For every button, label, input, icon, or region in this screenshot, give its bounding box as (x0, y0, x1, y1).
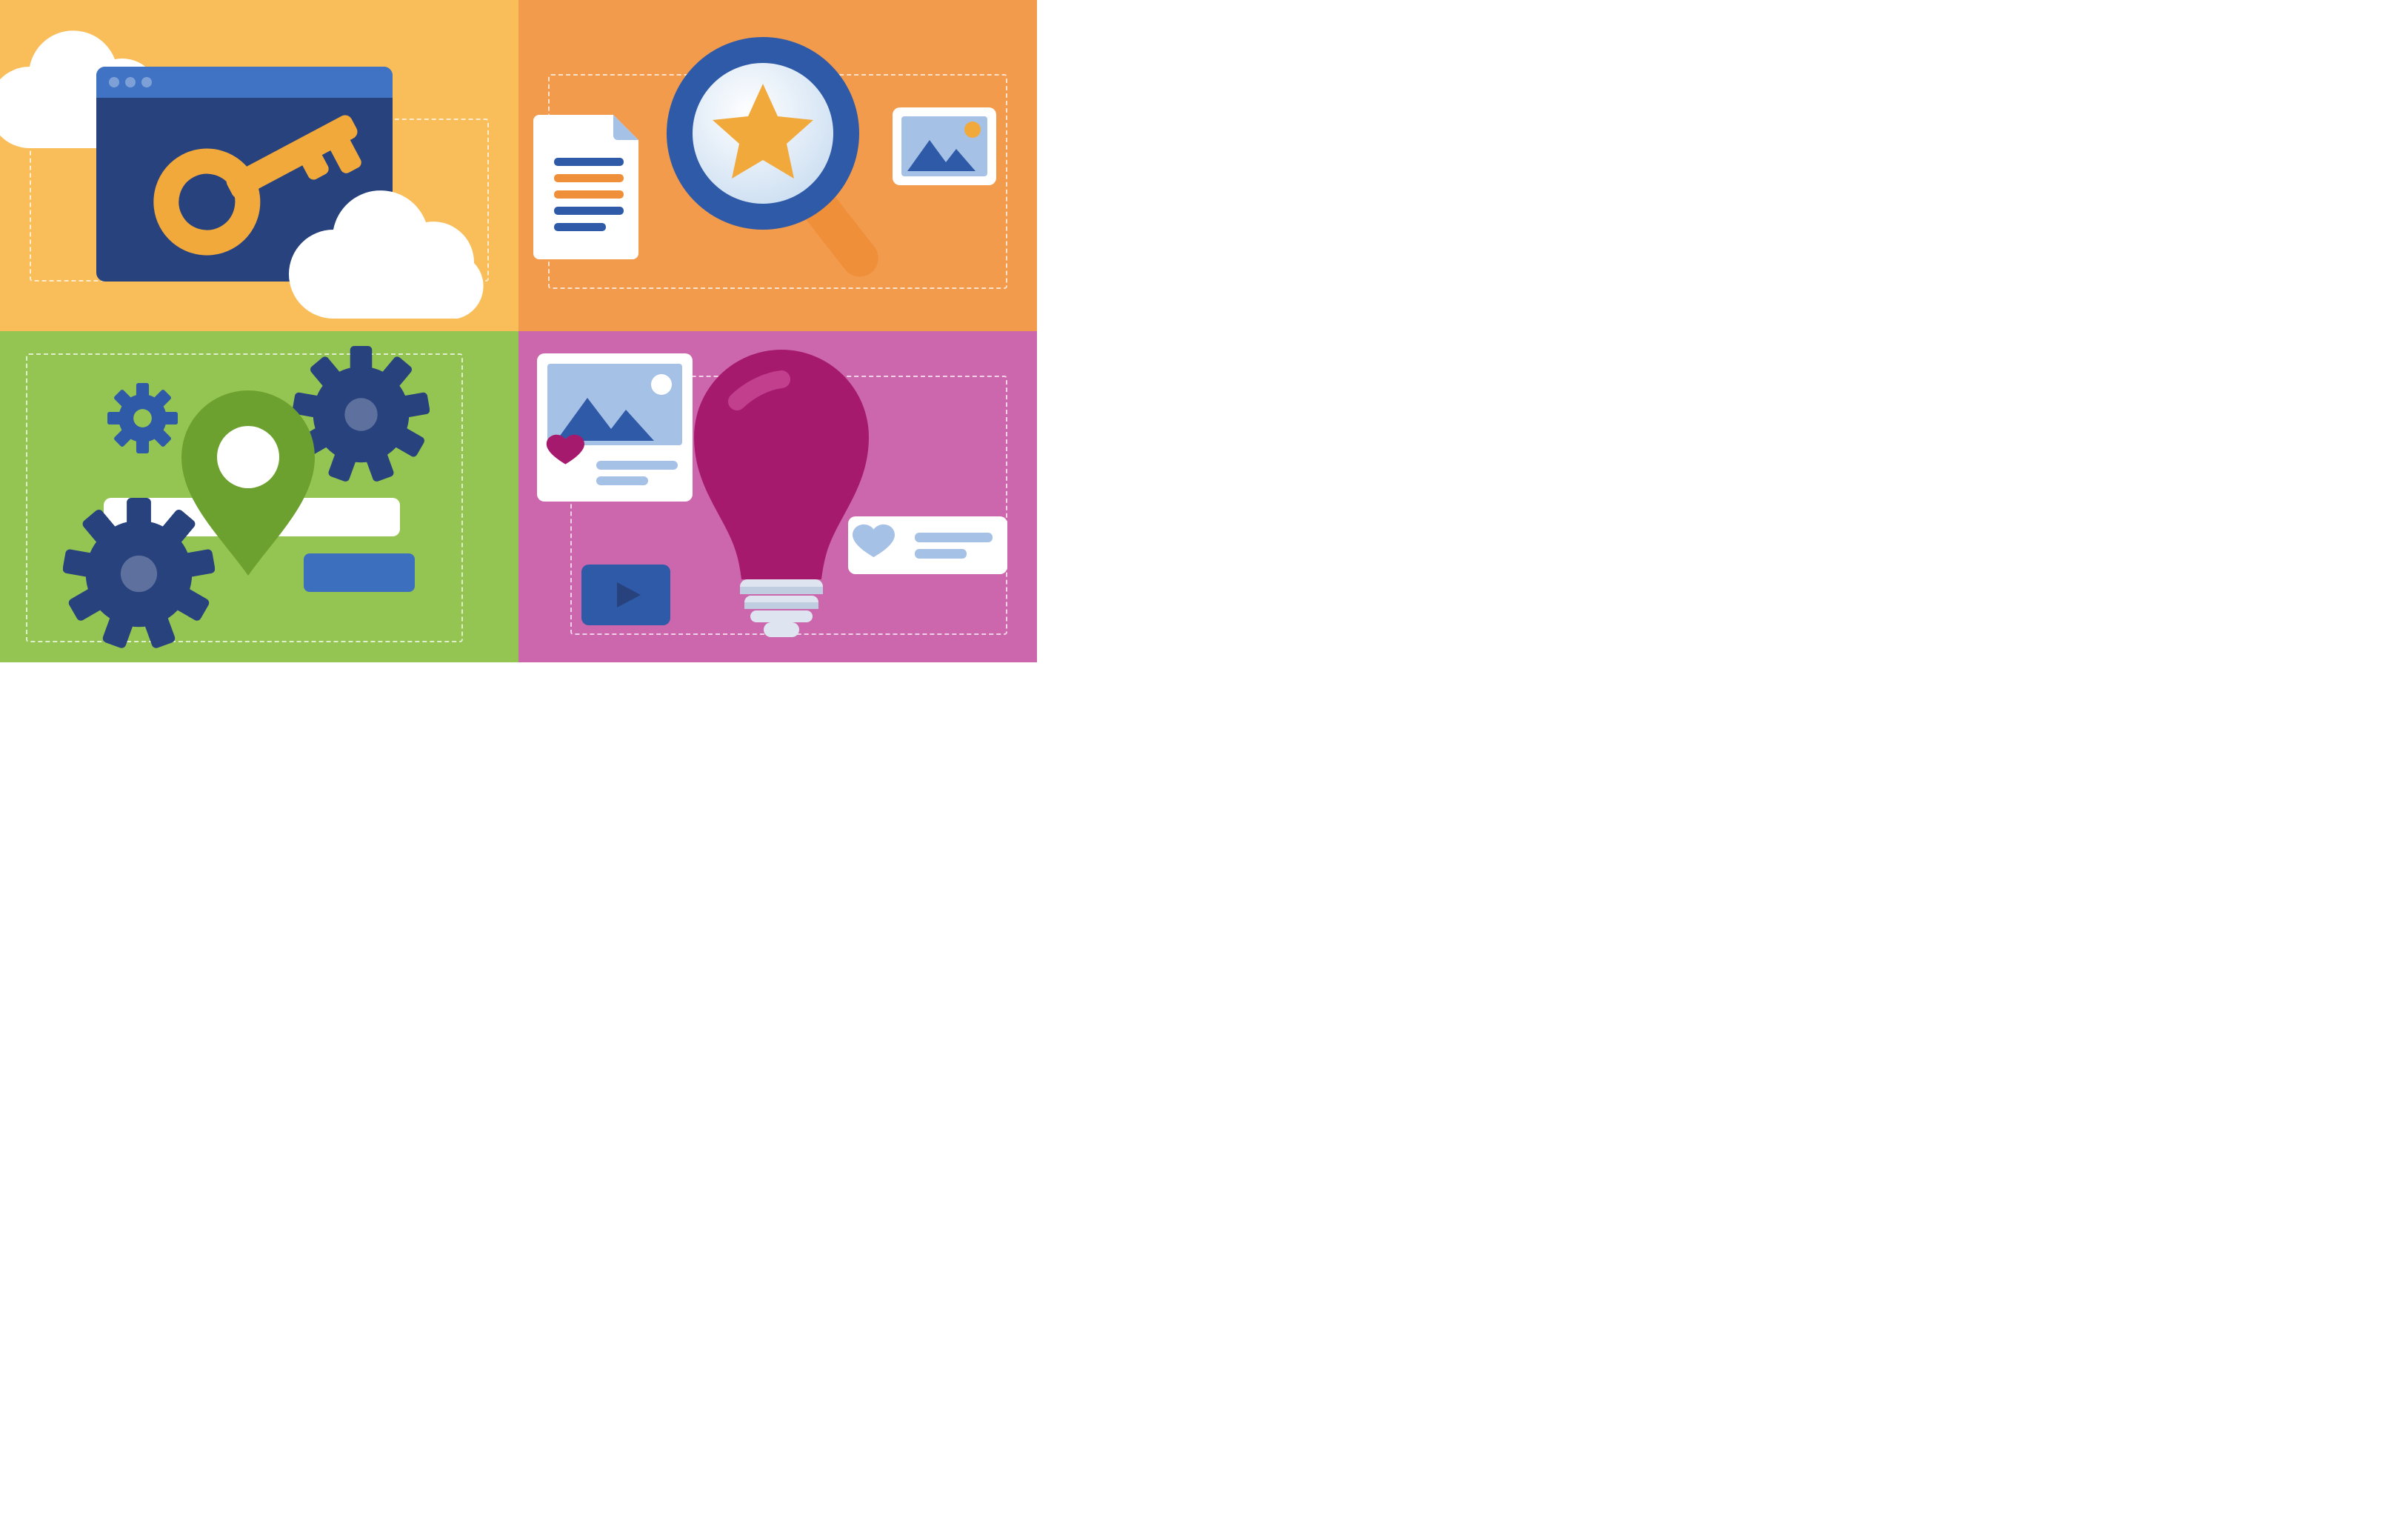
like-card (848, 516, 1007, 574)
panel-search (518, 0, 1037, 331)
panel-security (0, 0, 518, 331)
panel-settings (0, 331, 518, 662)
social-card (537, 353, 693, 502)
panel-ideas (518, 331, 1037, 662)
cloud-icon (281, 189, 504, 319)
image-card-icon (893, 107, 996, 185)
video-card[interactable] (581, 565, 670, 625)
document-icon (533, 115, 644, 259)
primary-button[interactable] (304, 553, 415, 592)
magnifier-icon (652, 26, 896, 278)
gear-icon (107, 383, 178, 453)
lightbulb-icon (693, 350, 870, 639)
location-pin-icon (181, 390, 315, 576)
